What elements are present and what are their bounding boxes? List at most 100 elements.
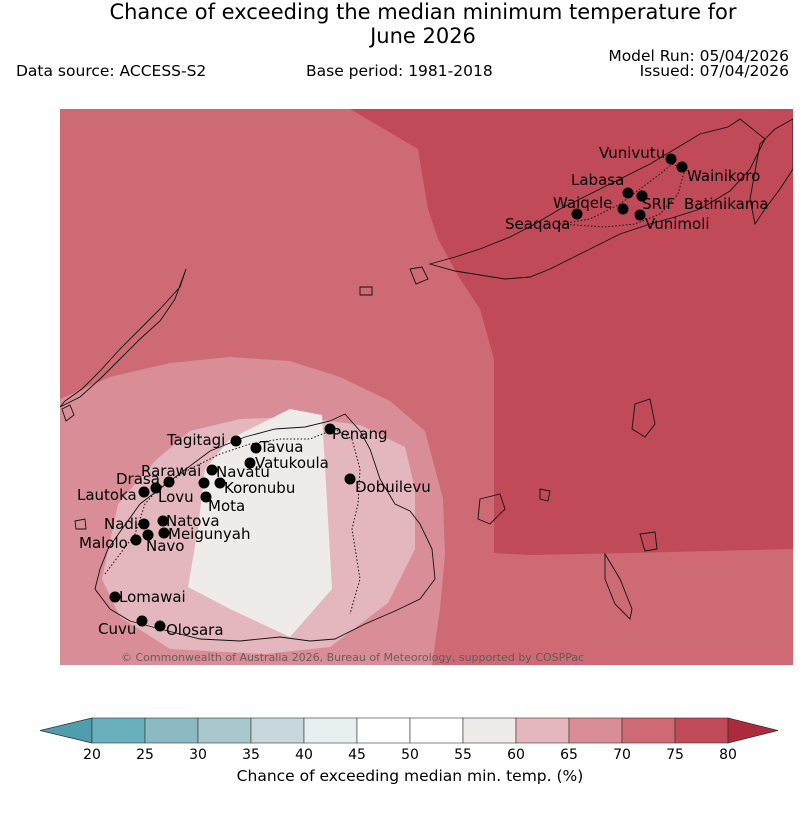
colorbar-tick-label: 45 bbox=[348, 747, 366, 763]
station-label-navo: Navo bbox=[146, 537, 184, 555]
taveuni-coast bbox=[749, 118, 793, 226]
station-label-tagitagi: Tagitagi bbox=[166, 431, 225, 449]
island-7 bbox=[61, 404, 75, 422]
station-marker-lovu bbox=[150, 482, 162, 494]
station-marker-olosara bbox=[154, 620, 166, 632]
colorbar-segment bbox=[515, 717, 570, 744]
viti-levu-coast bbox=[94, 413, 436, 642]
station-marker-cuvu bbox=[136, 615, 148, 627]
copyright-notice: © Commonwealth of Australia 2026, Bureau… bbox=[121, 651, 584, 664]
station-label-labasa: Labasa bbox=[571, 171, 624, 189]
station-label-vatukoula: Vatukoula bbox=[255, 454, 329, 472]
colorbar-title: Chance of exceeding median min. temp. (%… bbox=[237, 767, 584, 785]
colorbar-tick-label: 35 bbox=[242, 747, 260, 763]
colorbar-segment bbox=[568, 717, 623, 744]
colorbar-tick-label: 30 bbox=[189, 747, 207, 763]
island-4 bbox=[359, 286, 373, 296]
colorbar-under-arrow bbox=[39, 717, 93, 744]
station-label-wainikoro: Wainikoro bbox=[687, 167, 760, 185]
colorbar-segment bbox=[462, 717, 517, 744]
colorbar-segment bbox=[197, 717, 252, 744]
data-source-label: Data source: ACCESS-S2 bbox=[16, 62, 207, 80]
yasawa-islands bbox=[60, 268, 187, 408]
station-marker-dobuilevu bbox=[344, 473, 356, 485]
coastlines bbox=[60, 118, 793, 642]
region-75-80 bbox=[350, 109, 793, 555]
colorbar-segment bbox=[621, 717, 676, 744]
station-marker-navo bbox=[142, 529, 154, 541]
station-label-nadi: Nadi bbox=[104, 515, 138, 533]
colorbar-tick-label: 70 bbox=[613, 747, 631, 763]
colorbar-tick-label: 65 bbox=[560, 747, 578, 763]
colorbar-tick-label: 60 bbox=[507, 747, 525, 763]
colorbar-segment bbox=[250, 717, 305, 744]
kadavu-coast bbox=[604, 552, 633, 620]
colorbar-tick-label: 80 bbox=[719, 747, 737, 763]
region-55-60 bbox=[188, 409, 332, 637]
colorbar-tick-label: 20 bbox=[83, 747, 101, 763]
station-label-cuvu: Cuvu bbox=[98, 620, 136, 638]
station-marker-labasa bbox=[622, 187, 634, 199]
island-2 bbox=[477, 493, 506, 525]
colorbar-tick-label: 50 bbox=[401, 747, 419, 763]
station-label-mota: Mota bbox=[208, 497, 245, 515]
island-3 bbox=[639, 531, 658, 552]
station-label-waiqele: Waiqele bbox=[553, 194, 612, 212]
station-marker-lomawai bbox=[109, 591, 121, 603]
station-label-navatu: Navatu bbox=[216, 463, 270, 481]
colorbar-tick-label: 75 bbox=[666, 747, 684, 763]
station-label-vunivutu: Vunivutu bbox=[599, 144, 665, 162]
station-marker-koronubu bbox=[214, 477, 226, 489]
colorbar-tick-label: 25 bbox=[136, 747, 154, 763]
station-marker-natova bbox=[157, 515, 169, 527]
island-1 bbox=[631, 398, 656, 438]
colorbar-segment bbox=[356, 717, 411, 744]
station-marker-mota bbox=[200, 491, 212, 503]
station-marker-waiqele bbox=[617, 203, 629, 215]
colorbar-segment bbox=[303, 717, 358, 744]
station-label-koronubu: Koronubu bbox=[224, 479, 295, 497]
island-6 bbox=[539, 488, 551, 502]
viti-levu-boundary bbox=[104, 428, 361, 615]
station-label-lautoka: Lautoka bbox=[77, 486, 137, 504]
station-marker-wainikoro bbox=[676, 161, 688, 173]
island-5 bbox=[409, 266, 429, 285]
forecast-map: Vunivutu Wainikoro Labasa Waiqele SRIF Batini… bbox=[60, 109, 793, 665]
vanua-levu-coast bbox=[428, 118, 766, 280]
station-label-batinikama: Batinikama bbox=[684, 195, 769, 213]
station-label-drasa: Drasa bbox=[116, 470, 160, 488]
issued-label: Issued: 07/04/2026 bbox=[639, 62, 789, 80]
station-marker-vunimoli bbox=[634, 209, 646, 221]
station-marker-seaqaqa bbox=[571, 208, 583, 220]
station-marker-tavua bbox=[250, 442, 262, 454]
station-marker-meigunyah bbox=[158, 527, 170, 539]
station-marker-lautoka bbox=[138, 486, 150, 498]
colorbar-legend: 20 25 30 35 40 45 50 55 60 65 70 75 80 Chance of exc… bbox=[39, 717, 779, 785]
station-marker-malolo bbox=[130, 534, 142, 546]
chart-title: Chance of exceeding the median minimum t… bbox=[0, 0, 804, 48]
island-8 bbox=[74, 518, 87, 530]
colorbar-segment bbox=[91, 717, 146, 744]
station-label-vunimoli: Vunimoli bbox=[645, 215, 710, 233]
station-marker-nadi bbox=[138, 518, 150, 530]
station-label-lomawai: Lomawai bbox=[119, 588, 186, 606]
title-line-1: Chance of exceeding the median minimum t… bbox=[109, 0, 737, 24]
stations-layer: Vunivutu Wainikoro Labasa Waiqele SRIF Batini… bbox=[77, 144, 769, 639]
station-label-seaqaqa: Seaqaqa bbox=[505, 215, 570, 233]
colorbar-segment bbox=[144, 717, 199, 744]
station-label-tavua: Tavua bbox=[259, 438, 303, 456]
station-label-srif: SRIF bbox=[642, 195, 675, 213]
station-marker-batinikama bbox=[636, 190, 648, 202]
station-label-olosara: Olosara bbox=[166, 621, 224, 639]
station-label-dobuilevu: Dobuilevu bbox=[355, 478, 431, 496]
station-label-penang: Penang bbox=[332, 425, 387, 443]
station-label-lovu: Lovu bbox=[158, 488, 194, 506]
colorbar-tick-label: 55 bbox=[454, 747, 472, 763]
station-label-meigunyah: Meigunyah bbox=[168, 525, 250, 543]
model-run-label: Model Run: 05/04/2026 bbox=[608, 47, 789, 65]
station-marker-tagitagi bbox=[230, 435, 242, 447]
title-line-2: June 2026 bbox=[370, 24, 476, 48]
colorbar-ticks: 20 25 30 35 40 45 50 55 60 65 70 75 80 bbox=[83, 747, 737, 763]
station-marker-navatu bbox=[198, 477, 210, 489]
colorbar-segment bbox=[674, 717, 729, 744]
